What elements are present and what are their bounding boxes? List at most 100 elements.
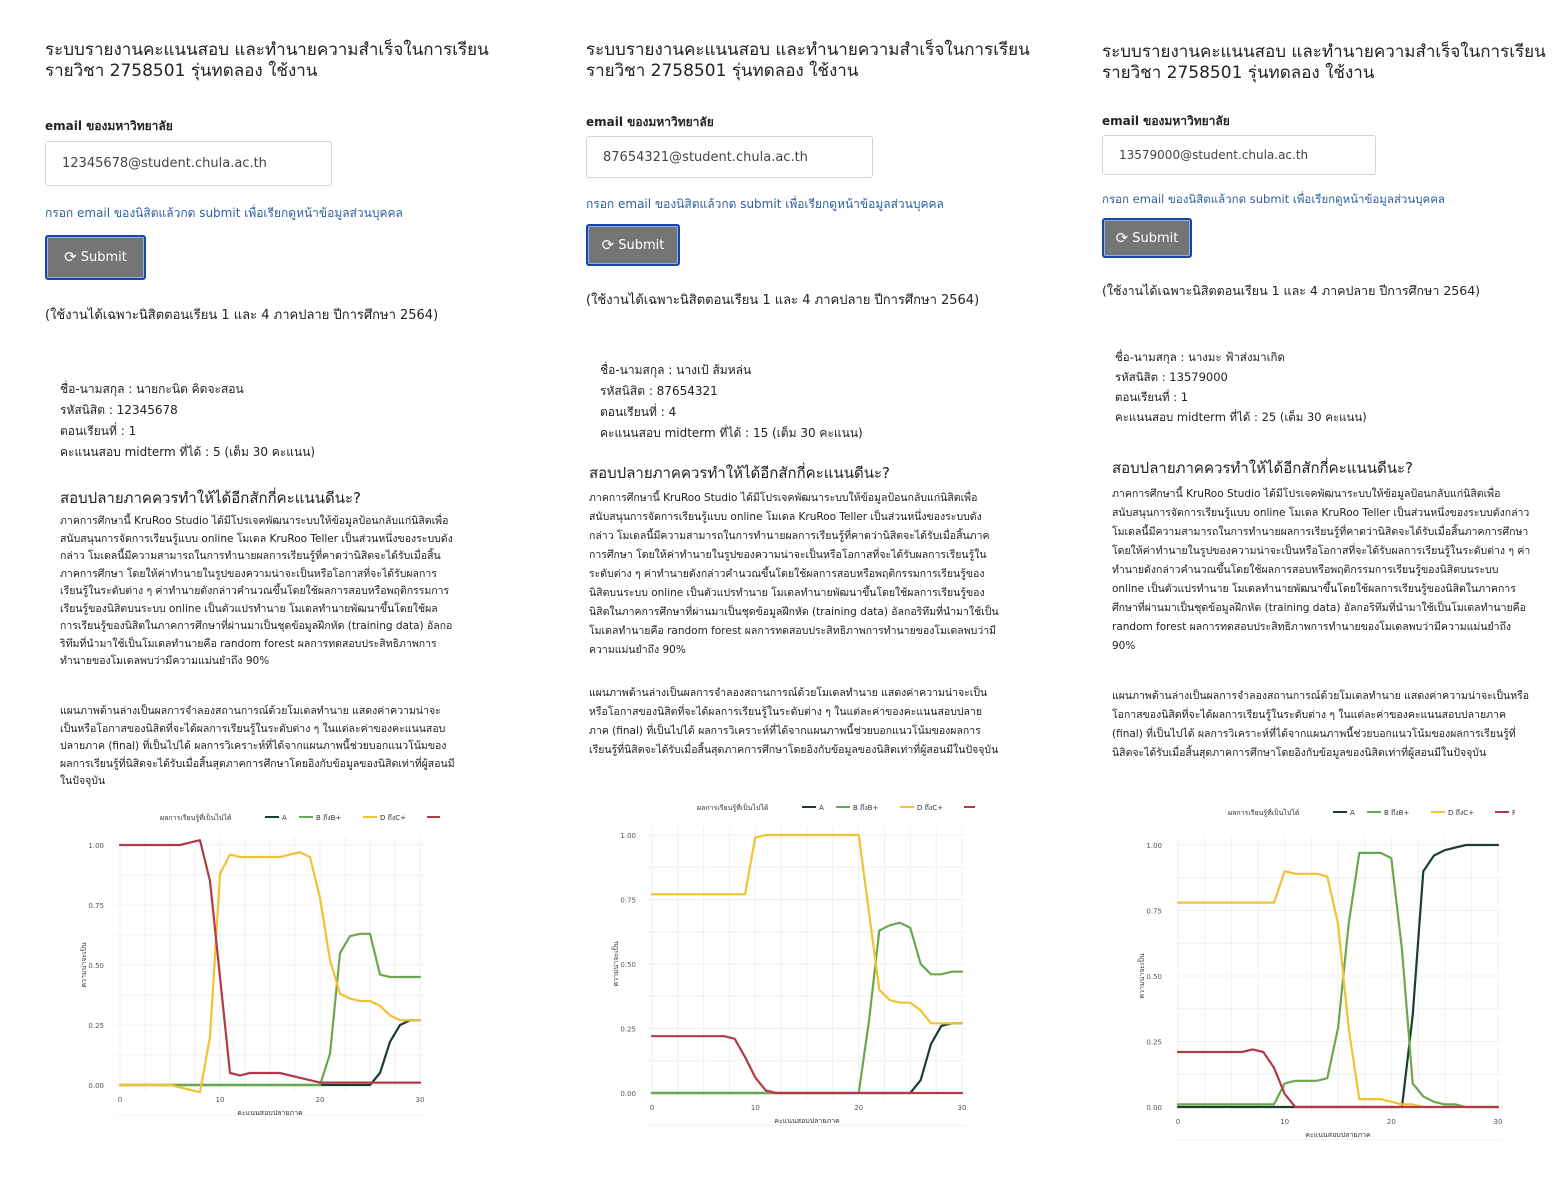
series-line-D-ถึงC+ bbox=[118, 851, 422, 1094]
question-heading: สอบปลายภาคควรทำให้ได้อีกสักกี่คะแนนดีนะ? bbox=[589, 464, 890, 482]
email-label: email ของมหาวิทยาลัย bbox=[45, 119, 173, 133]
legend-item: A bbox=[282, 814, 287, 822]
student-id: รหัสนิสิต : 12345678 bbox=[60, 403, 178, 417]
student-info: ชื่อ-นามสกุล : นางมะ ฟ้าส่งมาเกิด รหัสนิ… bbox=[1115, 347, 1367, 427]
student-id: รหัสนิสิต : 13579000 bbox=[1115, 370, 1228, 384]
refresh-icon: ⟳ bbox=[1115, 228, 1129, 247]
x-tick-label: 0 bbox=[118, 1096, 122, 1104]
x-tick-label: 20 bbox=[316, 1096, 325, 1104]
legend-item: B ถึงB+ bbox=[316, 813, 341, 822]
y-tick-label: 0.00 bbox=[88, 1082, 104, 1090]
x-tick-label: 10 bbox=[1280, 1118, 1289, 1126]
x-tick-label: 30 bbox=[958, 1104, 967, 1112]
student-info: ชื่อ-นามสกุล : นายกะนิต คิดจะสอน รหัสนิส… bbox=[60, 379, 315, 463]
x-axis-label: คะแนนสอบปลายภาค bbox=[774, 1117, 840, 1125]
legend-item: A bbox=[1350, 809, 1355, 817]
refresh-icon: ⟳ bbox=[64, 248, 77, 266]
submit-button[interactable]: ⟳ Submit bbox=[586, 224, 680, 266]
usage-note: (ใช้งานได้เฉพาะนิสิตตอนเรียน 1 และ 4 ภาค… bbox=[586, 293, 980, 308]
page-title: ระบบรายงานคะแนนสอบ และทำนายความสำเร็จในก… bbox=[1102, 42, 1546, 84]
description-paragraph-2: แผนภาพด้านล่างเป็นผลการจำลองสถานการณ์ด้ว… bbox=[1112, 690, 1530, 759]
description-paragraph-2: แผนภาพด้านล่างเป็นผลการจำลองสถานการณ์ด้ว… bbox=[60, 705, 455, 787]
series-line-F bbox=[118, 839, 422, 1084]
y-tick-label: 1.00 bbox=[620, 832, 636, 840]
student-id: รหัสนิสิต : 87654321 bbox=[600, 384, 718, 398]
refresh-icon: ⟳ bbox=[601, 235, 615, 254]
probability-chart: 0.00 0.25 0.50 0.75 1.00 0 10 20 30 คะแนนสอบปลายภ… bbox=[611, 803, 985, 1126]
title-line-2: รายวิชา 2758501 รุ่นทดลอง ใช้งาน bbox=[45, 61, 318, 81]
email-hint: กรอก email ของนิสิตแล้วกด submit เพื่อเร… bbox=[45, 206, 403, 220]
chart-2: 0.00 0.25 0.50 0.75 1.00 0 10 20 30 คะแนนสอบปลายภ… bbox=[600, 790, 985, 1130]
legend-item: D ถึงC+ bbox=[1448, 808, 1474, 817]
y-tick-label: 0.50 bbox=[620, 961, 636, 969]
probability-chart: 0.00 0.25 0.50 0.75 1.00 0 10 20 30 คะแนนสอบปลายภ… bbox=[1137, 808, 1516, 1141]
submit-label: Submit bbox=[1132, 230, 1179, 246]
series-line-D-ถึงC+ bbox=[650, 833, 964, 1025]
submit-button[interactable]: ⟳ Submit bbox=[45, 235, 146, 280]
page-title: ระบบรายงานคะแนนสอบ และทำนายความสำเร็จในก… bbox=[45, 40, 489, 82]
legend-item: B ถึงB+ bbox=[1384, 808, 1409, 817]
description-paragraph-1: ภาคการศึกษานี้ KruRoo Studio ได้มีโปรเจค… bbox=[589, 492, 999, 656]
x-axis-label: คะแนนสอบปลายภาค bbox=[1305, 1131, 1371, 1139]
y-tick-label: 0.50 bbox=[88, 962, 104, 970]
chart-1: 0.00 0.25 0.50 0.75 1.00 0 10 20 30 คะแนนสอบปลายภ… bbox=[79, 800, 448, 1130]
student-midterm: คะแนนสอบ midterm ที่ได้ : 5 (เต็ม 30 คะแ… bbox=[60, 445, 316, 459]
title-line-1: ระบบรายงานคะแนนสอบ และทำนายความสำเร็จในก… bbox=[1102, 42, 1546, 62]
student-name: ชื่อ-นามสกุล : นางเป้ ส้มหล่น bbox=[600, 363, 752, 377]
email-field[interactable]: 12345678@student.chula.ac.th bbox=[45, 141, 332, 186]
question-heading: สอบปลายภาคควรทำให้ได้อีกสักกี่คะแนนดีนะ? bbox=[60, 489, 361, 507]
question-heading: สอบปลายภาคควรทำให้ได้อีกสักกี่คะแนนดีนะ? bbox=[1112, 459, 1413, 477]
student-section: ตอนเรียนที่ : 4 bbox=[600, 405, 677, 419]
y-axis-label: ความน่าจะเป็น bbox=[80, 942, 88, 988]
title-line-1: ระบบรายงานคะแนนสอบ และทำนายความสำเร็จในก… bbox=[586, 40, 1030, 60]
legend-item: A bbox=[819, 804, 824, 812]
usage-note: (ใช้งานได้เฉพาะนิสิตตอนเรียน 1 และ 4 ภาค… bbox=[1102, 283, 1481, 298]
x-tick-label: 10 bbox=[216, 1096, 225, 1104]
y-axis-label: ความน่าจะเป็น bbox=[611, 941, 620, 987]
legend-title: ผลการเรียนรู้ที่เป็นไปได้ bbox=[1228, 808, 1299, 817]
y-axis-label: ความน่าจะเป็น bbox=[1137, 953, 1146, 999]
x-tick-label: 30 bbox=[1494, 1118, 1503, 1126]
y-tick-label: 0.75 bbox=[620, 897, 636, 905]
y-tick-label: 0.00 bbox=[1146, 1104, 1162, 1112]
legend-item: B ถึงB+ bbox=[853, 803, 878, 812]
description-paragraph-1: ภาคการศึกษานี้ KruRoo Studio ได้มีโปรเจค… bbox=[1112, 488, 1531, 652]
page-title: ระบบรายงานคะแนนสอบ และทำนายความสำเร็จในก… bbox=[586, 40, 1030, 82]
submit-label: Submit bbox=[618, 237, 665, 253]
student-section: ตอนเรียนที่ : 1 bbox=[60, 424, 137, 438]
y-tick-label: 0.75 bbox=[1146, 908, 1162, 916]
email-label: email ของมหาวิทยาลัย bbox=[1102, 114, 1230, 128]
y-tick-label: 0.00 bbox=[620, 1090, 636, 1098]
y-tick-label: 0.25 bbox=[88, 1022, 104, 1030]
x-axis-label: คะแนนสอบปลายภาค bbox=[237, 1109, 303, 1117]
email-field[interactable]: 87654321@student.chula.ac.th bbox=[586, 136, 873, 178]
title-line-2: รายวิชา 2758501 รุ่นทดลอง ใช้งาน bbox=[586, 61, 859, 81]
x-tick-label: 0 bbox=[1176, 1118, 1180, 1126]
chart-3: 0.00 0.25 0.50 0.75 1.00 0 10 20 30 คะแนนสอบปลายภ… bbox=[1120, 795, 1516, 1145]
series-line-F bbox=[1176, 1048, 1500, 1109]
x-tick-label: 10 bbox=[751, 1104, 760, 1112]
y-tick-label: 0.75 bbox=[88, 902, 104, 910]
legend-title: ผลการเรียนรู้ที่เป็นไปได้ bbox=[697, 803, 768, 812]
legend-item: D ถึงC+ bbox=[917, 803, 943, 812]
submit-button[interactable]: ⟳ Submit bbox=[1102, 218, 1192, 258]
email-hint: กรอก email ของนิสิตแล้วกด submit เพื่อเร… bbox=[1102, 192, 1445, 206]
email-hint: กรอก email ของนิสิตแล้วกด submit เพื่อเร… bbox=[586, 197, 944, 211]
submit-label: Submit bbox=[80, 250, 127, 265]
legend-title: ผลการเรียนรู้ที่เป็นไปได้ bbox=[160, 813, 231, 822]
legend-item: D ถึงC+ bbox=[380, 813, 406, 822]
email-label: email ของมหาวิทยาลัย bbox=[586, 115, 714, 129]
probability-chart: 0.00 0.25 0.50 0.75 1.00 0 10 20 30 คะแนนสอบปลายภ… bbox=[79, 813, 448, 1117]
student-name: ชื่อ-นามสกุล : นางมะ ฟ้าส่งมาเกิด bbox=[1115, 350, 1285, 364]
student-section: ตอนเรียนที่ : 1 bbox=[1115, 390, 1189, 404]
title-line-2: รายวิชา 2758501 รุ่นทดลอง ใช้งาน bbox=[1102, 63, 1375, 83]
y-tick-label: 1.00 bbox=[88, 842, 104, 850]
student-midterm: คะแนนสอบ midterm ที่ได้ : 25 (เต็ม 30 คะ… bbox=[1115, 410, 1367, 424]
series-line-F bbox=[650, 1035, 964, 1095]
usage-note: (ใช้งานได้เฉพาะนิสิตตอนเรียน 1 และ 4 ภาค… bbox=[45, 308, 439, 323]
student-info: ชื่อ-นามสกุล : นางเป้ ส้มหล่น รหัสนิสิต … bbox=[600, 360, 863, 444]
description-paragraph-2: แผนภาพด้านล่างเป็นผลการจำลองสถานการณ์ด้ว… bbox=[589, 687, 999, 756]
x-tick-label: 20 bbox=[1387, 1118, 1396, 1126]
legend-item: F bbox=[1512, 809, 1515, 817]
email-field[interactable]: 13579000@student.chula.ac.th bbox=[1102, 135, 1376, 175]
